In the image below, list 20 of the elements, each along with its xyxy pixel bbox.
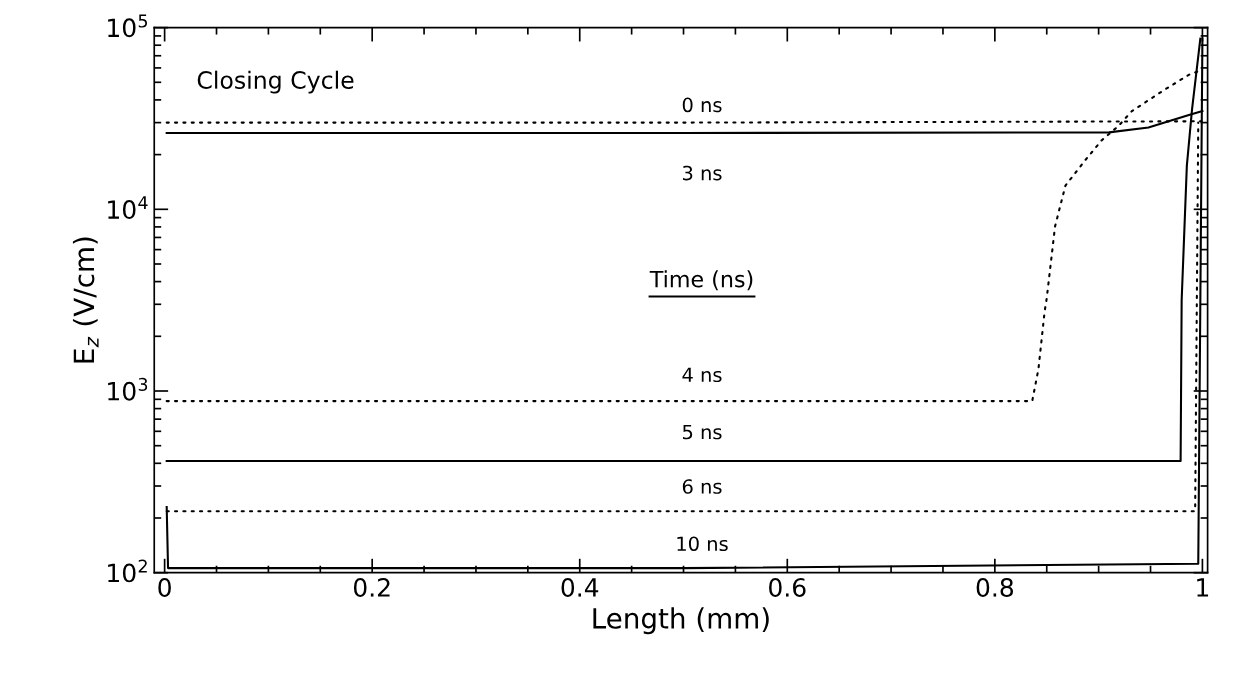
x-tick-label: 0.8 (976, 578, 1014, 597)
x-tick-label: 0.2 (353, 578, 390, 597)
annotation: 6 ns (682, 479, 722, 494)
annotation: Closing Cycle (197, 70, 354, 94)
y-axis-title: E$_{z}$ (V/cm) (72, 237, 99, 363)
y-tick-label: 10$^{4}$ (108, 196, 148, 219)
annotation: 10 ns (677, 536, 728, 552)
annotation: 5 ns (682, 424, 722, 440)
y-tick-label: 10$^{2}$ (108, 559, 147, 583)
y-tick-label: 10$^{3}$ (108, 377, 148, 401)
annotation: 3 ns (682, 165, 722, 181)
x-tick-label: 1 (1197, 578, 1209, 597)
x-tick-label: 0.4 (561, 578, 599, 597)
x-tick-label: 0.6 (769, 578, 806, 597)
annotation: 0 ns (682, 97, 722, 113)
x-axis-title: Length (mm) (593, 607, 769, 635)
annotation: Time (ns) (649, 270, 753, 291)
y-tick-label: 10$^{5}$ (108, 14, 148, 38)
annotation: 4 ns (682, 367, 722, 383)
x-tick-label: 0 (158, 578, 171, 597)
